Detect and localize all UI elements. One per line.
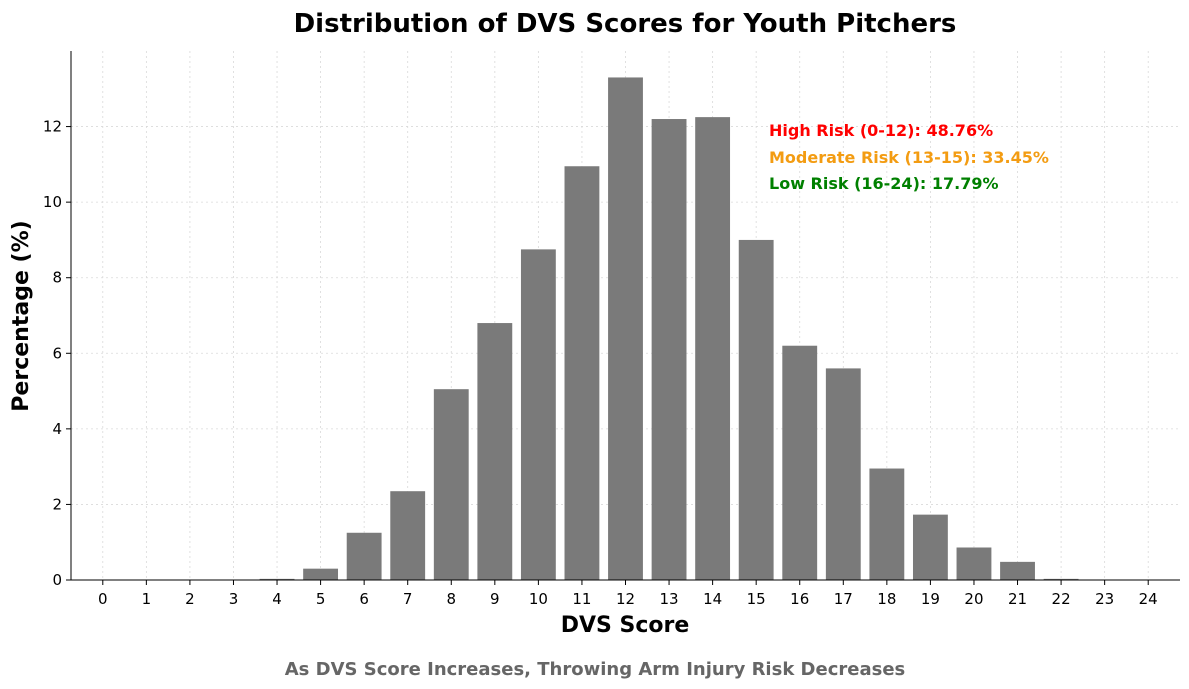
- y-tick-label: 10: [43, 193, 62, 211]
- y-ticks: 0 2 4 6 8 10 12: [43, 118, 71, 589]
- x-tick-label: 15: [747, 590, 766, 608]
- x-tick-label: 3: [229, 590, 239, 608]
- y-tick-label: 8: [52, 269, 62, 287]
- bar-22: [1043, 578, 1079, 580]
- x-tick-label: 14: [703, 590, 722, 608]
- bar-4: [259, 578, 295, 580]
- y-tick-label: 12: [43, 118, 62, 136]
- bar-9: [477, 323, 513, 580]
- x-tick-label: 2: [185, 590, 195, 608]
- y-tick-label: 4: [52, 420, 62, 438]
- x-tick-label: 1: [142, 590, 152, 608]
- chart-caption: As DVS Score Increases, Throwing Arm Inj…: [285, 659, 906, 680]
- annotation-moderate-risk: Moderate Risk (13-15): 33.45%: [769, 148, 1049, 167]
- x-tick-label: 11: [572, 590, 591, 608]
- x-tick-label: 12: [616, 590, 635, 608]
- y-axis-label: Percentage (%): [9, 220, 34, 411]
- bar-6: [346, 532, 382, 580]
- annotation-high-risk: High Risk (0-12): 48.76%: [769, 121, 993, 140]
- x-tick-label: 7: [403, 590, 413, 608]
- x-tick-label: 13: [660, 590, 679, 608]
- x-tick-label: 17: [834, 590, 853, 608]
- x-tick-label: 20: [964, 590, 983, 608]
- risk-annotations: High Risk (0-12): 48.76% Moderate Risk (…: [769, 121, 1049, 193]
- x-tick-label: 4: [272, 590, 282, 608]
- x-tick-label: 10: [529, 590, 548, 608]
- bar-8: [433, 389, 469, 580]
- x-tick-label: 24: [1139, 590, 1158, 608]
- bar-12: [608, 77, 643, 580]
- x-axis-label: DVS Score: [561, 613, 690, 638]
- bar-16: [782, 345, 818, 580]
- x-tick-label: 18: [877, 590, 896, 608]
- x-tick-label: 19: [921, 590, 940, 608]
- x-tick-label: 5: [316, 590, 326, 608]
- bar-7: [390, 491, 426, 580]
- y-tick-label: 6: [52, 344, 62, 362]
- x-tick-label: 22: [1052, 590, 1071, 608]
- bar-21: [1000, 561, 1035, 580]
- x-tick-label: 21: [1008, 590, 1027, 608]
- x-tick-label: 23: [1095, 590, 1114, 608]
- x-tick-label: 16: [790, 590, 809, 608]
- bar-20: [956, 547, 992, 580]
- y-tick-label: 2: [52, 495, 62, 513]
- bar-18: [869, 468, 905, 580]
- chart-title: Distribution of DVS Scores for Youth Pit…: [294, 9, 957, 39]
- bar-13: [651, 119, 687, 580]
- x-ticks: 0 1 2 3 4 5 6 7 8 9 10 11 12 13 14 15 16 17 18 19 20 21 22 23 24: [98, 580, 1158, 608]
- bar-10: [520, 249, 556, 580]
- bar-5: [303, 568, 339, 580]
- bar-11: [564, 166, 600, 580]
- y-tick-label: 0: [52, 571, 62, 589]
- bars: [259, 77, 1079, 580]
- x-tick-label: 6: [359, 590, 369, 608]
- x-tick-label: 8: [446, 590, 456, 608]
- bar-17: [825, 368, 861, 580]
- bar-15: [738, 239, 774, 580]
- bar-19: [912, 514, 948, 580]
- x-tick-label: 9: [490, 590, 500, 608]
- bar-14: [695, 117, 731, 580]
- x-tick-label: 0: [98, 590, 108, 608]
- annotation-low-risk: Low Risk (16-24): 17.79%: [769, 174, 998, 193]
